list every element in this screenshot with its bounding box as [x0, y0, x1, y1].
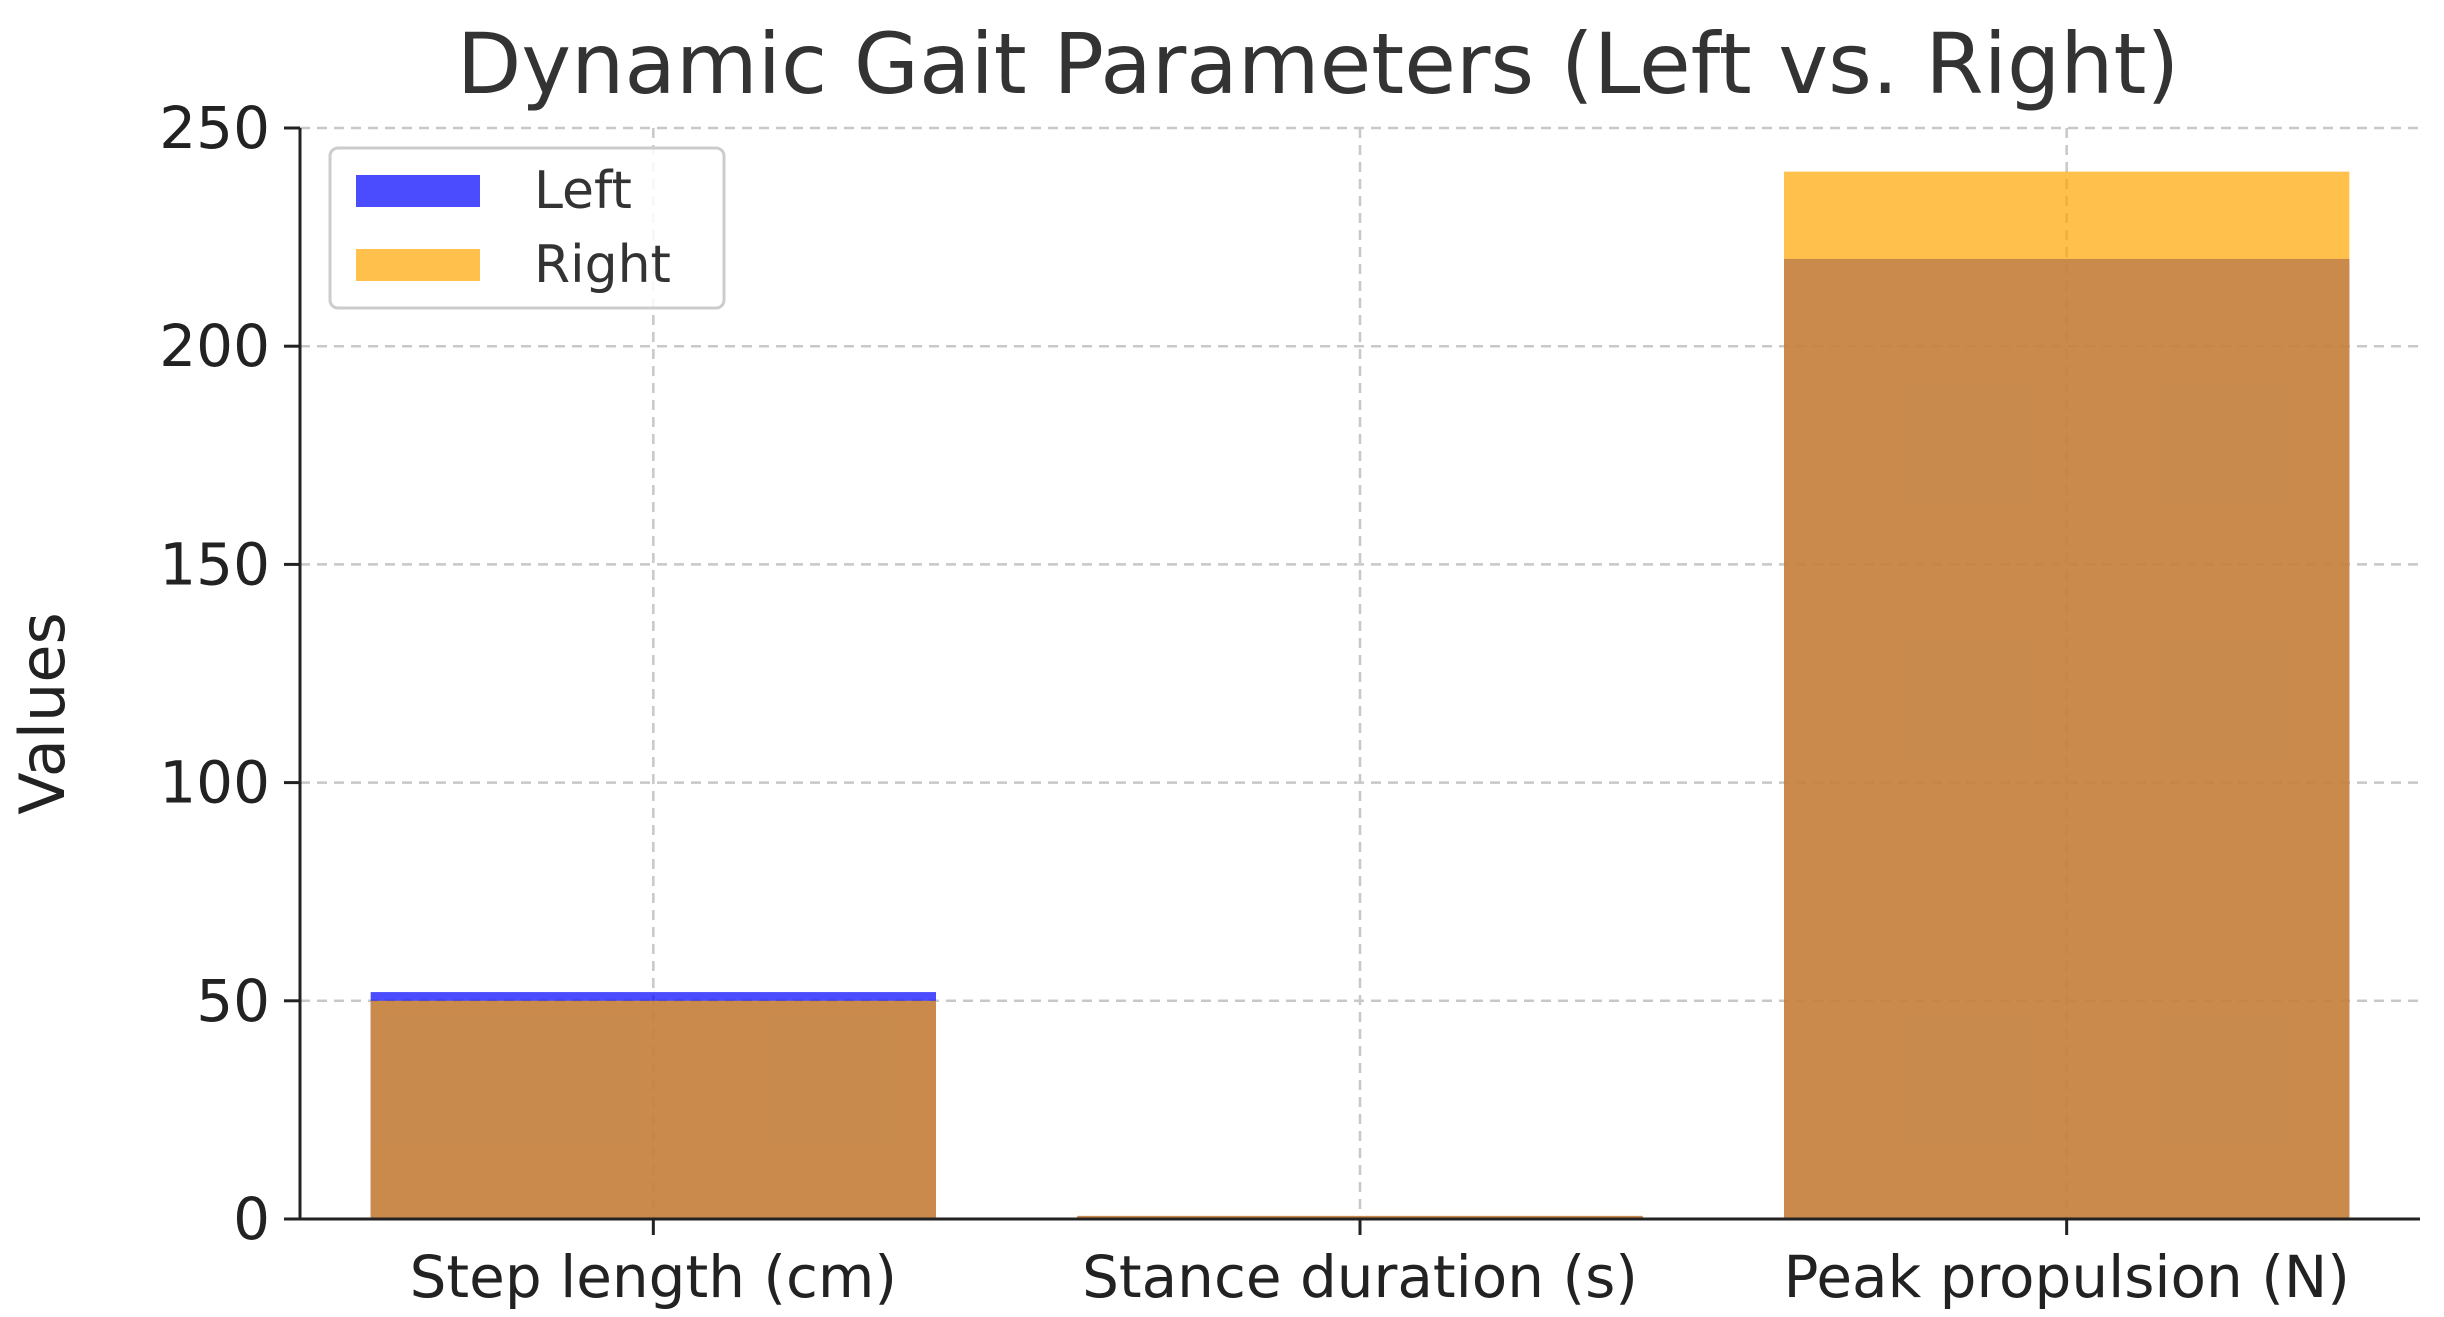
legend-label-left: Left	[534, 161, 632, 221]
x-tick-label: Step length (cm)	[410, 1243, 897, 1311]
bar-right-1	[1077, 1215, 1643, 1219]
y-tick-label: 150	[159, 530, 270, 598]
y-axis-ticks: 0 50 100 150 200 250	[159, 94, 300, 1253]
legend-label-right: Right	[534, 235, 671, 295]
x-tick-label: Stance duration (s)	[1082, 1243, 1638, 1311]
y-tick-label: 100	[159, 749, 270, 817]
bar-right-0	[370, 1000, 937, 1219]
bar-right-2	[1784, 171, 2350, 1219]
chart-title: Dynamic Gait Parameters (Left vs. Right)	[457, 15, 2180, 113]
bars	[370, 171, 2350, 1219]
y-tick-label: 250	[159, 94, 270, 162]
y-tick-label: 200	[159, 312, 270, 380]
legend: Left Right	[328, 146, 726, 310]
y-tick-label: 50	[196, 967, 270, 1035]
y-tick-label: 0	[233, 1185, 270, 1253]
y-axis-label: Values	[6, 612, 79, 815]
legend-swatch-left	[356, 175, 480, 207]
x-axis-ticks: Step length (cm) Stance duration (s) Peak …	[410, 1219, 2350, 1311]
legend-swatch-right	[356, 249, 480, 281]
x-tick-label: Peak propulsion (N)	[1783, 1243, 2349, 1311]
